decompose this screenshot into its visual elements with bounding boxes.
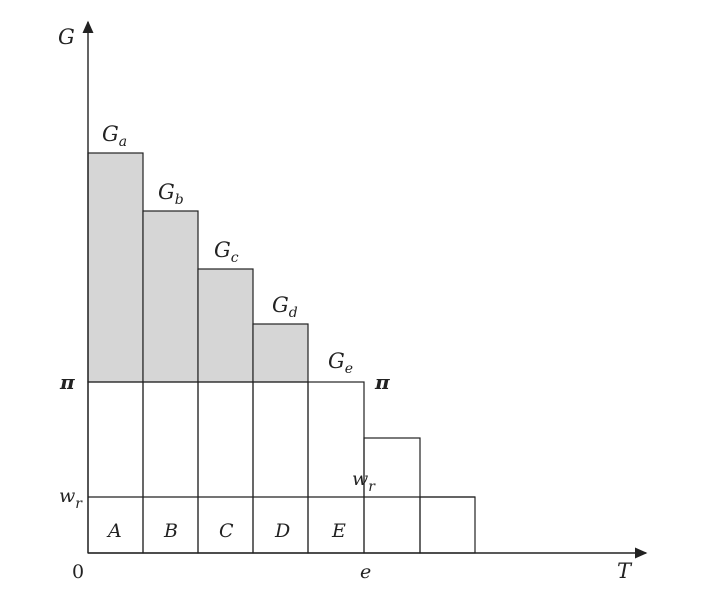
column-box-f [363, 437, 421, 554]
inline-pi: π [374, 370, 390, 394]
y-axis-label: G [58, 25, 75, 49]
label-ge: Ge [328, 349, 353, 377]
column-box-g [419, 496, 476, 554]
y-tick-pi: π [59, 370, 75, 394]
origin-label: 0 [72, 561, 84, 583]
box-label-e: E [331, 520, 346, 542]
x-tick-e: e [360, 561, 371, 583]
shaded-area-a [87, 152, 144, 383]
label-gd: Gd [272, 293, 298, 321]
shaded-area-d [252, 323, 309, 383]
box-label-b: B [163, 520, 178, 542]
x-axis-label: T [617, 559, 633, 583]
y-tick-wr: wr [59, 485, 83, 512]
label-gc: Gc [214, 238, 239, 266]
box-label-a: A [106, 520, 122, 542]
shaded-area-c [197, 268, 254, 383]
label-gb: Gb [158, 180, 184, 208]
label-ga: Ga [102, 122, 127, 150]
box-label-d: D [274, 520, 290, 542]
inline-wr: wr [352, 468, 376, 495]
shaded-area-b [142, 210, 199, 383]
box-label-c: C [219, 520, 234, 542]
